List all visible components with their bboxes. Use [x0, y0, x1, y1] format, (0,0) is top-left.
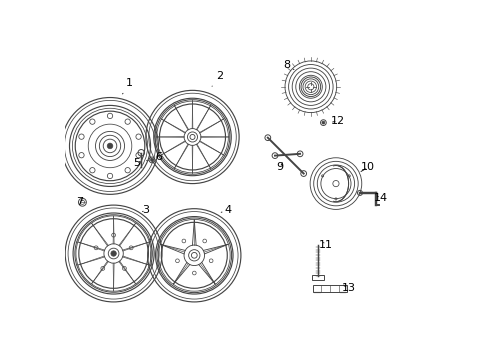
Bar [312, 285, 346, 292]
Text: 4: 4 [221, 206, 231, 216]
Text: 10: 10 [360, 162, 374, 172]
Text: 6: 6 [155, 152, 163, 162]
Text: 1: 1 [122, 78, 133, 94]
Text: 13: 13 [341, 283, 355, 293]
Circle shape [150, 158, 153, 161]
Text: 5: 5 [133, 158, 140, 168]
Text: 2: 2 [212, 71, 223, 86]
Circle shape [321, 121, 324, 124]
Text: 9: 9 [276, 162, 283, 172]
Bar [311, 275, 324, 280]
Text: 12: 12 [330, 116, 344, 126]
Text: 11: 11 [319, 239, 333, 249]
Circle shape [107, 143, 113, 149]
Text: 8: 8 [283, 60, 293, 70]
Circle shape [111, 251, 116, 256]
Text: 3: 3 [142, 206, 149, 216]
Text: 14: 14 [373, 193, 387, 203]
Text: 7: 7 [76, 197, 83, 207]
